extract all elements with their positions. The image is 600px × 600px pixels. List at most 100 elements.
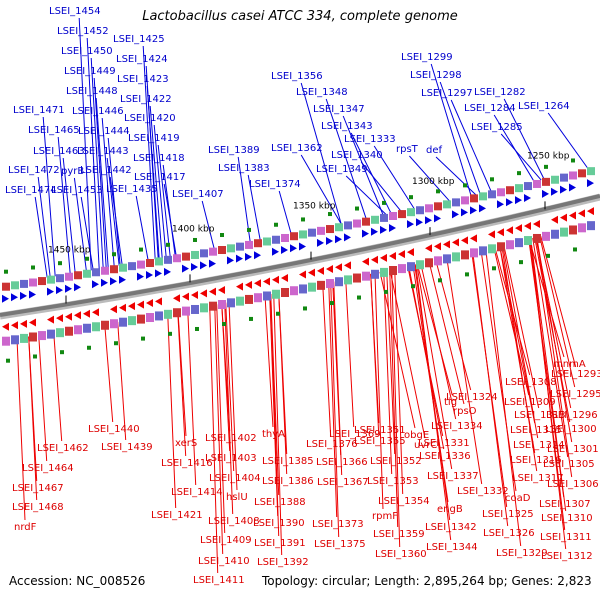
cog-category-box xyxy=(434,256,442,266)
reverse-feature-arrow xyxy=(209,287,216,296)
forward-gene-leader xyxy=(435,156,477,196)
reverse-gene-label: LSEI_1332 xyxy=(457,486,509,497)
reverse-gene-label: LSEI_1369 xyxy=(329,429,381,440)
cog-category-box xyxy=(2,282,10,291)
forward-feature-arrow xyxy=(65,284,72,293)
forward-gene-label: LSEI_1383 xyxy=(218,163,270,174)
reverse-gene-label: LSEI_1411 xyxy=(193,575,245,586)
cog-category-box xyxy=(155,311,163,321)
feature-tracks xyxy=(2,158,595,363)
reverse-feature-arrow xyxy=(29,318,36,327)
forward-feature-arrow xyxy=(542,189,549,198)
forward-gene-label: LSEI_1454 xyxy=(49,6,101,17)
cog-category-box xyxy=(20,333,28,343)
feature-dot xyxy=(31,265,35,270)
reverse-gene-label: LSEI_1392 xyxy=(257,557,309,568)
reverse-gene-label: LSEI_1414 xyxy=(171,487,223,498)
reverse-gene-label: LSEI_1373 xyxy=(312,519,364,530)
cog-category-box xyxy=(218,246,226,255)
feature-dot xyxy=(274,222,278,227)
forward-feature-arrow xyxy=(371,227,378,236)
reverse-feature-arrow xyxy=(263,277,270,286)
cog-category-box xyxy=(236,296,244,306)
forward-gene-label: LSEI_1449 xyxy=(64,66,116,77)
reverse-gene-label: LSEI_1388 xyxy=(254,497,306,508)
reverse-feature-arrow xyxy=(308,268,315,277)
reverse-feature-arrow xyxy=(326,265,333,274)
forward-feature-arrow xyxy=(182,264,189,273)
feature-dot xyxy=(141,336,145,341)
cog-category-box xyxy=(362,271,370,281)
forward-gene-label: LSEI_1282 xyxy=(474,87,526,98)
reverse-gene-label: LSEI_1375 xyxy=(314,539,366,550)
reverse-gene-label: LSEI_1316 xyxy=(510,455,562,466)
forward-gene-leader xyxy=(247,174,261,241)
forward-gene-leader xyxy=(93,77,107,268)
cog-category-box xyxy=(146,259,154,268)
forward-gene-leader xyxy=(342,115,384,216)
reverse-feature-arrow xyxy=(272,275,279,284)
forward-gene-label: LSEI_1435 xyxy=(106,184,158,195)
reverse-gene-leader xyxy=(389,269,399,528)
forward-gene-leader xyxy=(360,161,402,212)
reverse-gene-label: LSEI_1421 xyxy=(151,510,203,521)
cog-category-box xyxy=(272,235,280,244)
reverse-gene-leader xyxy=(270,293,280,537)
scale-label: 1450 kbp xyxy=(48,245,91,255)
reverse-feature-arrow xyxy=(56,314,63,323)
forward-feature-arrow xyxy=(272,247,279,256)
feature-dot xyxy=(60,350,64,355)
reverse-gene-leader xyxy=(225,302,235,472)
forward-gene-leader xyxy=(163,183,177,256)
forward-gene-leader xyxy=(135,195,149,261)
forward-feature-arrow xyxy=(524,194,531,203)
reverse-gene-label: LSEI_1402 xyxy=(205,433,257,444)
forward-gene-label: LSEI_1284 xyxy=(464,103,516,114)
feature-dot xyxy=(301,217,305,222)
forward-feature-arrow xyxy=(551,187,558,196)
cog-category-box xyxy=(119,317,127,327)
cog-category-box xyxy=(20,279,28,288)
reverse-gene-label: LSEI_1342 xyxy=(425,522,477,533)
cog-category-box xyxy=(200,249,208,258)
reverse-feature-arrow xyxy=(299,270,306,279)
reverse-gene-label: LSEI_1403 xyxy=(205,453,257,464)
cog-category-box xyxy=(11,335,19,345)
forward-gene-label: LSEI_1448 xyxy=(66,86,118,97)
reverse-feature-arrow xyxy=(362,257,369,266)
reverse-gene-label: obgE xyxy=(404,430,429,441)
reverse-feature-arrow xyxy=(74,311,81,320)
cog-category-box xyxy=(92,322,100,332)
forward-feature-arrow xyxy=(569,183,576,192)
reverse-feature-arrow xyxy=(110,305,117,314)
forward-gene-label: LSEI_1333 xyxy=(344,134,396,145)
reverse-gene-label: LSEI_1352 xyxy=(370,456,422,467)
reverse-feature-arrow xyxy=(380,253,387,262)
reverse-gene-label: LSEI_1336 xyxy=(419,451,471,462)
reverse-feature-arrow xyxy=(155,297,162,306)
reverse-gene-label: rpsO xyxy=(453,406,477,417)
reverse-gene-label: thyA xyxy=(262,429,285,440)
cog-category-box xyxy=(335,223,343,232)
forward-feature-arrow xyxy=(227,256,234,265)
reverse-feature-arrow xyxy=(83,309,90,318)
feature-dot xyxy=(411,284,415,289)
cog-category-box xyxy=(479,246,487,256)
forward-feature-arrow xyxy=(560,185,567,194)
cog-category-box xyxy=(407,262,415,272)
reverse-feature-arrow xyxy=(173,294,180,303)
cog-category-box xyxy=(452,198,460,207)
cog-category-box xyxy=(29,278,37,287)
scale-label: 1250 kbp xyxy=(527,151,570,161)
forward-gene-leader xyxy=(73,177,87,272)
forward-feature-arrow xyxy=(380,225,387,234)
reverse-gene-label: LSEI_1324 xyxy=(446,392,498,403)
cog-category-box xyxy=(407,208,415,217)
reverse-gene-leader xyxy=(38,334,48,462)
reverse-gene-leader xyxy=(420,263,457,420)
cog-category-box xyxy=(83,269,91,278)
reverse-feature-arrow xyxy=(488,230,495,239)
cog-category-box xyxy=(173,308,181,318)
cog-category-box xyxy=(65,326,73,336)
feature-dot xyxy=(330,301,334,306)
